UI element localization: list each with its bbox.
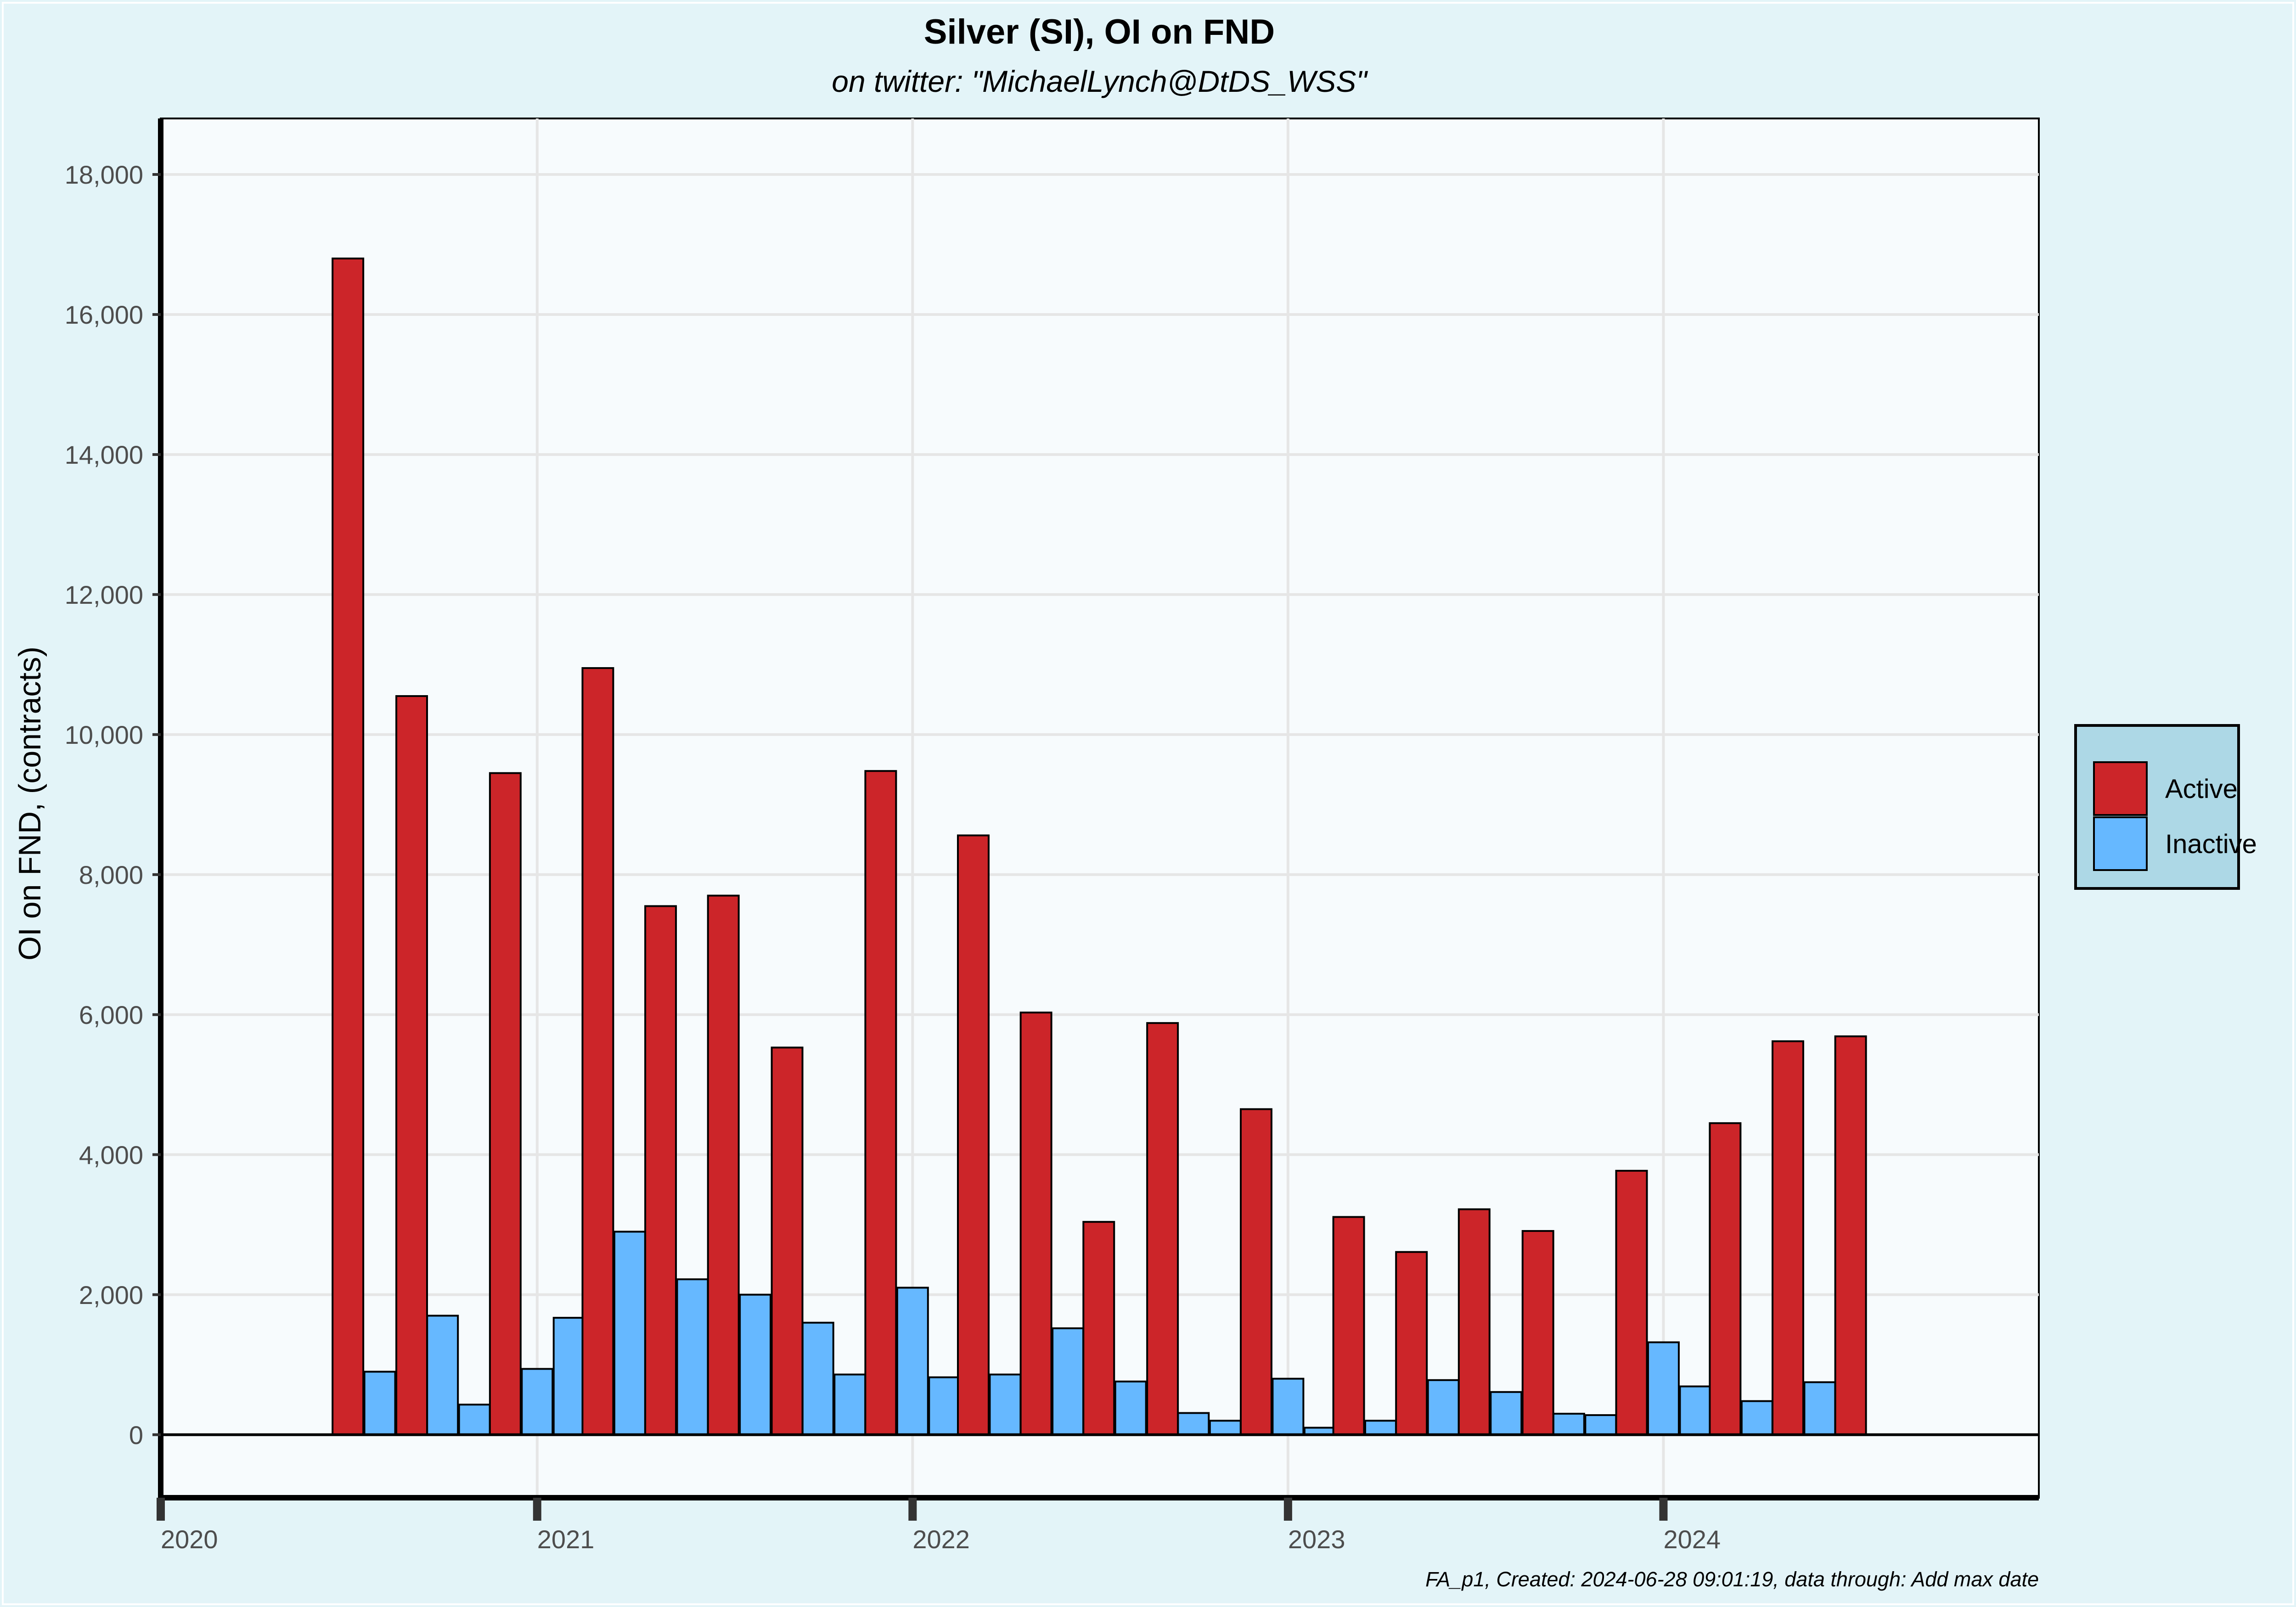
bar-active <box>1239 1108 1272 1436</box>
x-tick-label: 2022 <box>912 1525 970 1554</box>
bar-inactive <box>1052 1327 1085 1436</box>
bar-inactive <box>1364 1420 1397 1436</box>
y-axis-title: OI on FND, (contracts) <box>12 646 47 961</box>
y-tick-label: 8,000 <box>79 860 143 889</box>
bar-active <box>1019 1011 1052 1436</box>
bar-active <box>1834 1035 1867 1436</box>
y-tick-label: 4,000 <box>79 1141 143 1169</box>
y-tick-label: 10,000 <box>65 720 143 749</box>
bar-active <box>1332 1216 1365 1436</box>
legend-swatch-inactive <box>2093 816 2148 871</box>
bar-active <box>1082 1221 1115 1436</box>
bar-inactive <box>426 1315 459 1436</box>
bar-active <box>581 667 614 1436</box>
bar-active <box>771 1046 804 1436</box>
bar-inactive <box>1209 1420 1242 1436</box>
bar-active <box>1771 1040 1804 1436</box>
bar-inactive <box>521 1368 554 1436</box>
bar-active <box>707 894 740 1436</box>
bar-active <box>957 834 990 1436</box>
bar-inactive <box>613 1231 646 1436</box>
bar-inactive <box>1490 1391 1523 1436</box>
legend-swatch-active <box>2093 761 2148 816</box>
bar-inactive <box>552 1317 585 1436</box>
x-tick-label: 2020 <box>161 1525 218 1554</box>
y-tick-label: 12,000 <box>65 580 143 609</box>
bar-active <box>1615 1169 1648 1436</box>
legend-label-inactive: Inactive <box>2165 829 2257 859</box>
bar-inactive <box>1114 1380 1147 1436</box>
x-tick-label: 2023 <box>1288 1525 1345 1554</box>
bar-inactive <box>833 1373 867 1436</box>
bar-inactive <box>676 1278 709 1436</box>
bar-inactive <box>801 1321 834 1436</box>
bar-active <box>332 257 365 1436</box>
y-axis-ticks: 0 2,000 4,000 6,000 8,000 10,000 12,000 14,000 1… <box>65 160 161 1450</box>
bars <box>332 257 1867 1436</box>
bar-inactive <box>458 1404 491 1436</box>
bar-inactive <box>1740 1400 1773 1436</box>
bar-inactive <box>1177 1412 1210 1436</box>
legend: Active Inactive <box>2074 724 2257 890</box>
bar-inactive <box>739 1293 772 1436</box>
bar-inactive <box>1427 1379 1460 1436</box>
chart-title: Silver (SI), OI on FND <box>924 12 1275 51</box>
bar-active <box>395 695 428 1436</box>
y-tick-label: 16,000 <box>65 300 143 329</box>
bar-inactive <box>1803 1381 1836 1436</box>
legend-label-active: Active <box>2165 774 2238 804</box>
x-tick-label: 2021 <box>537 1525 595 1554</box>
bar-active <box>1395 1251 1428 1436</box>
y-tick-label: 0 <box>129 1421 143 1450</box>
bar-inactive <box>1552 1413 1585 1436</box>
x-axis-ticks: 2020 2021 2022 2023 2024 <box>157 1498 1721 1554</box>
bar-active <box>1709 1122 1742 1436</box>
x-tick-label: 2024 <box>1663 1525 1721 1554</box>
chart-subtitle: on twitter: "MichaelLynch@DtDS_WSS" <box>832 64 1368 98</box>
y-tick-label: 18,000 <box>65 160 143 189</box>
bar-active <box>644 905 677 1436</box>
y-tick-label: 2,000 <box>79 1281 143 1309</box>
bar-active <box>1146 1022 1179 1436</box>
chart-caption: FA_p1, Created: 2024-06-28 09:01:19, dat… <box>1425 1568 2039 1591</box>
bar-active <box>1458 1208 1491 1436</box>
y-tick-label: 14,000 <box>65 440 143 469</box>
bar-inactive <box>1584 1414 1617 1436</box>
bar-inactive <box>896 1287 929 1436</box>
y-tick-label: 6,000 <box>79 1000 143 1029</box>
bar-inactive <box>363 1371 396 1436</box>
bar-inactive <box>1647 1341 1680 1436</box>
bar-active <box>864 770 897 1436</box>
bar-inactive <box>1679 1385 1712 1436</box>
bar-inactive <box>928 1376 961 1436</box>
bar-inactive <box>989 1373 1022 1436</box>
bar-active <box>1521 1230 1554 1436</box>
bar-inactive <box>1272 1377 1305 1436</box>
bar-active <box>489 772 522 1436</box>
